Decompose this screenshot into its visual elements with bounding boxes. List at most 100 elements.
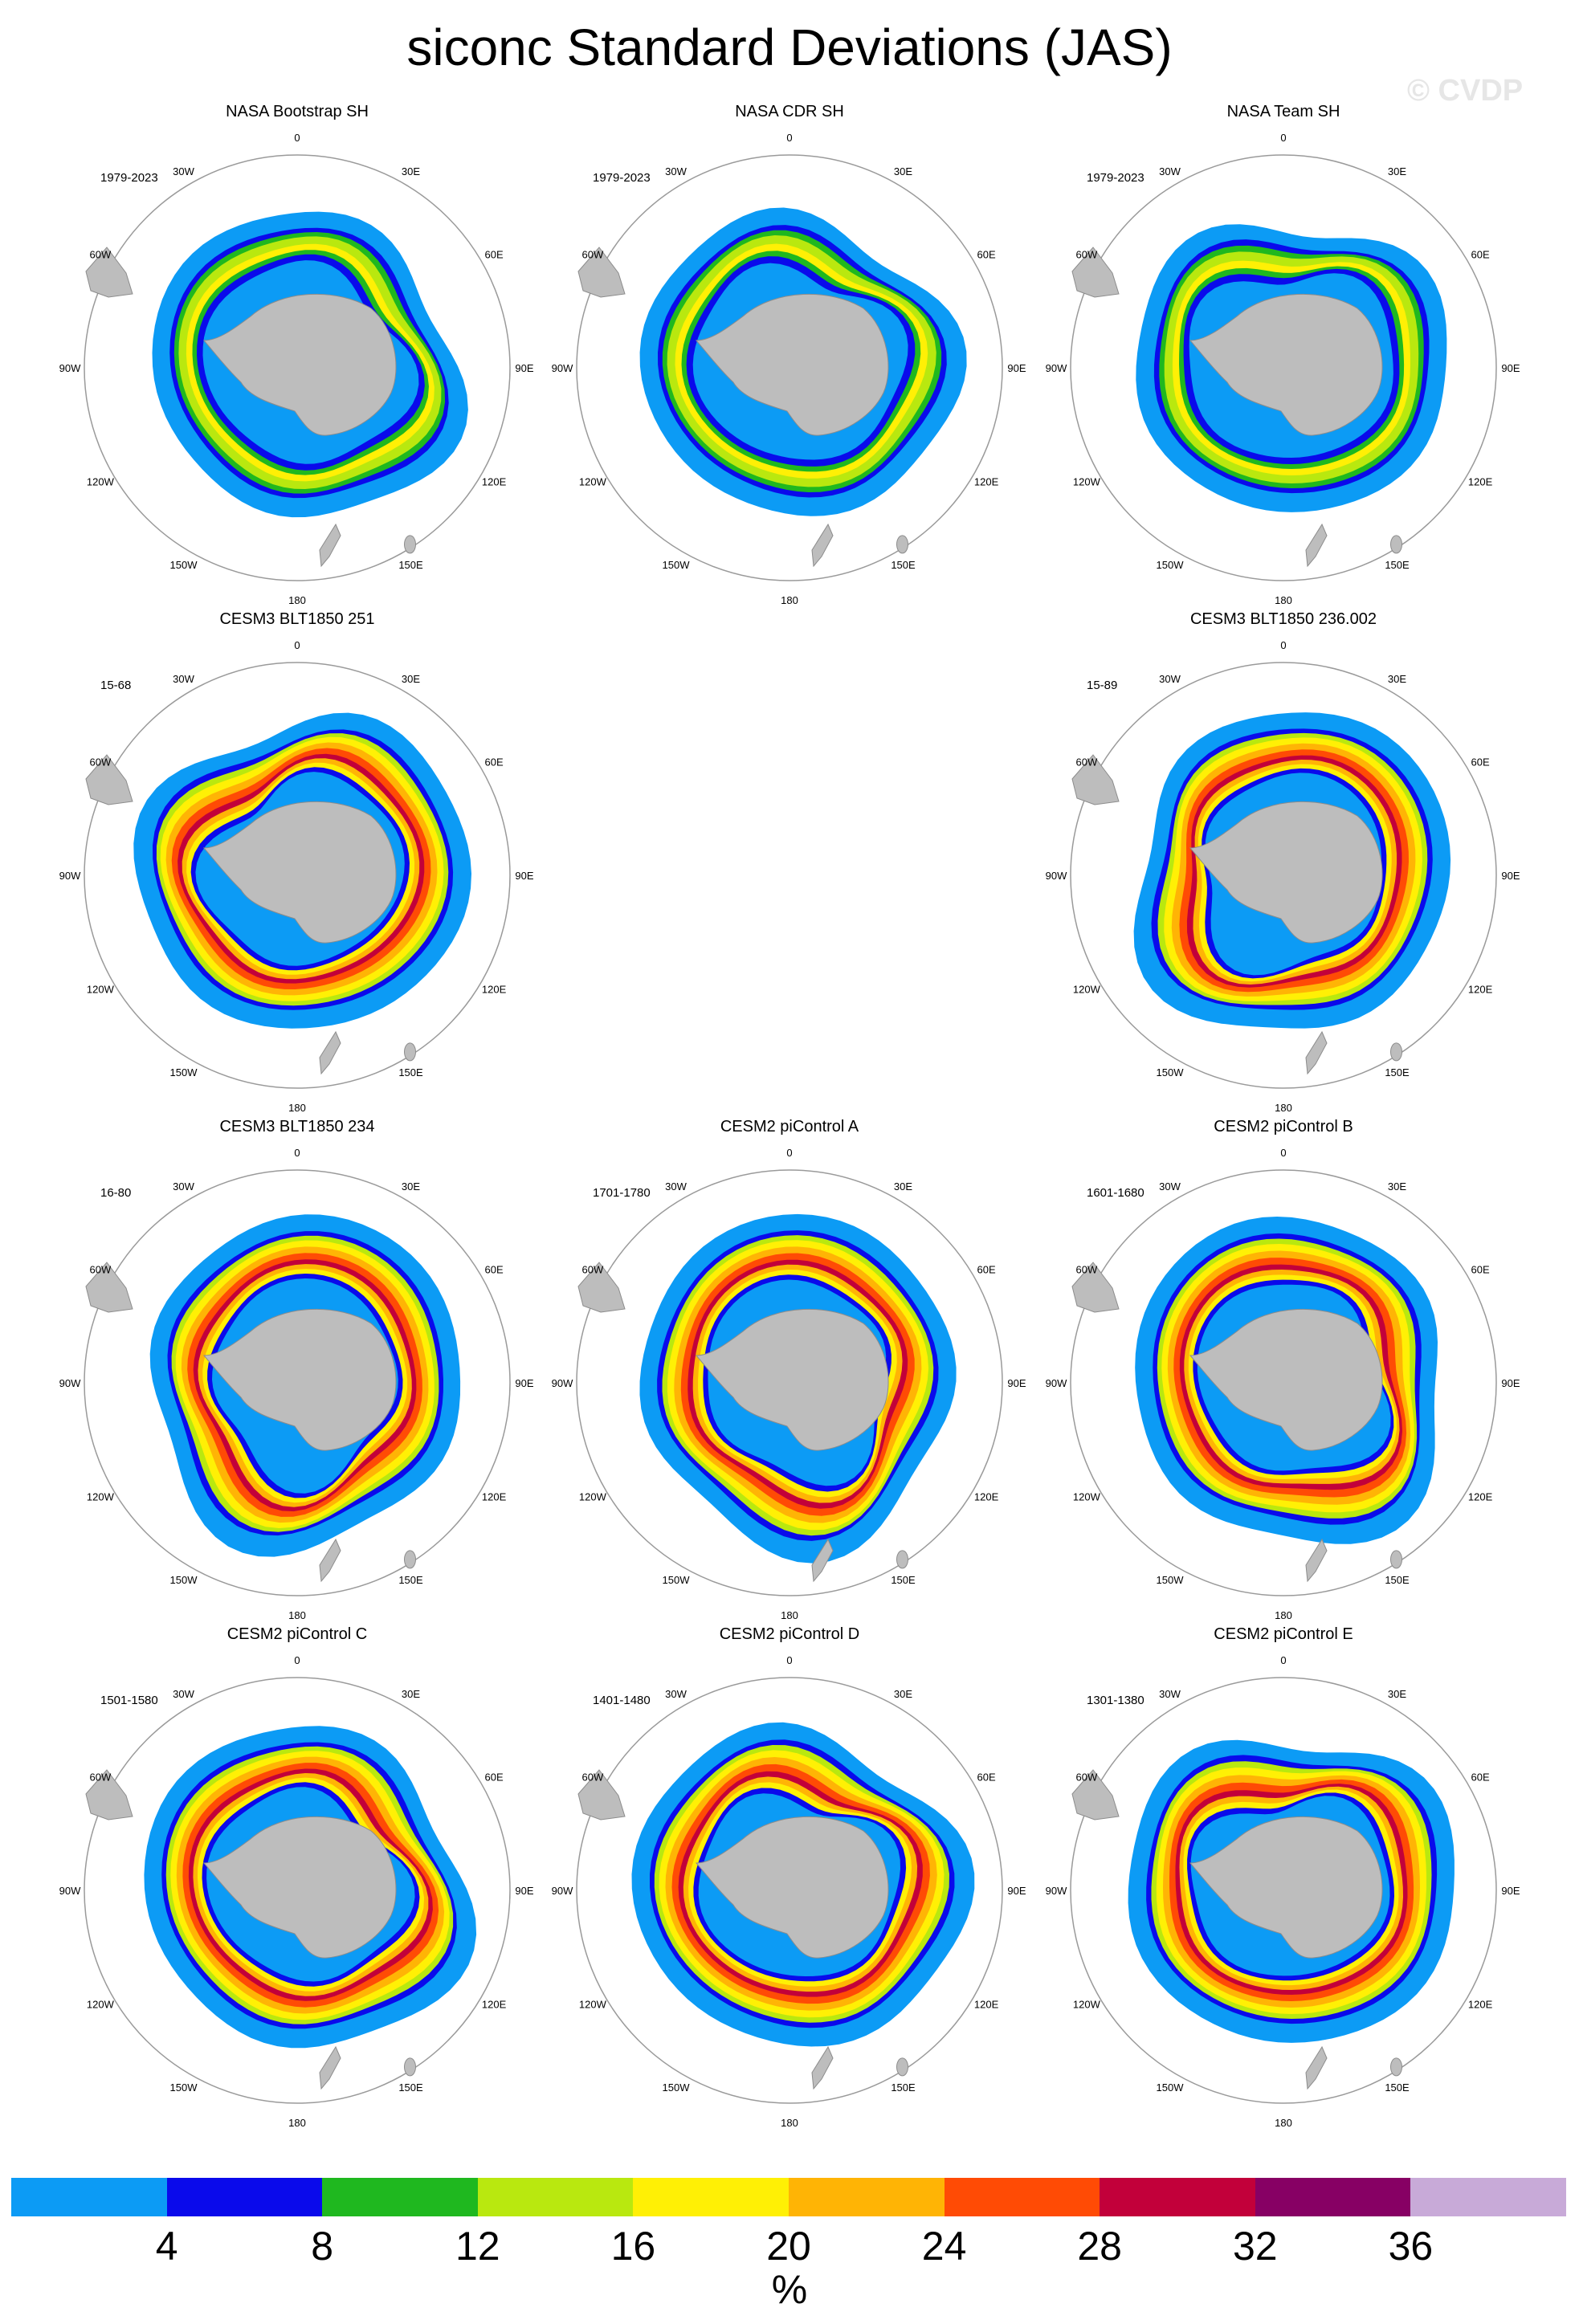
panel-title: CESM2 piControl D xyxy=(720,1625,860,1643)
longitude-label: 30W xyxy=(173,673,194,685)
longitude-label: 120E xyxy=(482,1999,507,2011)
antarctica-landmass xyxy=(1189,801,1383,944)
longitude-label: 180 xyxy=(781,1609,798,1621)
longitude-label: 60W xyxy=(90,249,112,261)
colorbar-tick-label: 16 xyxy=(610,2224,656,2269)
longitude-label: 0 xyxy=(1280,639,1286,651)
panel-title: CESM2 piControl B xyxy=(1214,1118,1353,1135)
longitude-label: 150E xyxy=(398,2081,423,2094)
longitude-label: 150W xyxy=(1157,1066,1185,1078)
new-zealand-landmass xyxy=(811,523,834,568)
longitude-label: 60W xyxy=(582,249,604,261)
longitude-label: 120E xyxy=(1468,476,1493,488)
sea-ice-field xyxy=(133,712,472,1029)
longitude-label: 180 xyxy=(288,1102,306,1114)
south-america-landmass xyxy=(577,1262,626,1313)
longitude-label: 60W xyxy=(1076,249,1098,261)
longitude-label: 180 xyxy=(288,594,306,606)
longitude-label: 60W xyxy=(1076,1264,1098,1276)
sea-ice-field xyxy=(144,1726,477,2049)
panel-title: NASA Team SH xyxy=(1227,103,1340,120)
colorbar-segment xyxy=(1255,2178,1411,2216)
colorbar-tick-label: 24 xyxy=(921,2224,967,2269)
new-zealand-landmass xyxy=(1305,1538,1328,1583)
colorbar-tick-label: 4 xyxy=(155,2224,178,2269)
colorbar-segment xyxy=(477,2178,634,2216)
new-zealand-landmass xyxy=(1305,2045,1328,2090)
longitude-label: 90W xyxy=(1046,362,1067,374)
longitude-label: 90E xyxy=(515,1885,533,1897)
longitude-label: 90W xyxy=(552,1885,573,1897)
tasmania-landmass xyxy=(404,1042,416,1062)
longitude-label: 30E xyxy=(402,673,420,685)
longitude-label: 90W xyxy=(59,1885,81,1897)
south-america-landmass xyxy=(85,247,133,298)
panel-title: NASA Bootstrap SH xyxy=(226,103,369,120)
colorbar-tick-label: 20 xyxy=(766,2224,811,2269)
longitude-label: 150E xyxy=(398,559,423,571)
longitude-label: 60E xyxy=(485,249,504,261)
longitude-label: 30E xyxy=(1388,165,1406,177)
longitude-label: 180 xyxy=(1275,1609,1292,1621)
longitude-label: 90W xyxy=(1046,870,1067,882)
south-america-landmass xyxy=(1071,1262,1120,1313)
colorbar-tick-label: 36 xyxy=(1388,2224,1434,2269)
longitude-label: 120W xyxy=(579,1999,607,2011)
longitude-label: 90E xyxy=(1007,362,1026,374)
longitude-label: 150E xyxy=(398,1066,423,1078)
longitude-label: 120E xyxy=(974,1999,999,2011)
colorbar-tick-label: 32 xyxy=(1232,2224,1278,2269)
tasmania-landmass xyxy=(404,1550,416,1569)
longitude-label: 30E xyxy=(1388,1180,1406,1193)
tasmania-landmass xyxy=(404,535,416,554)
longitude-label: 150E xyxy=(1385,2081,1410,2094)
colorbar-units: % xyxy=(771,2267,808,2312)
longitude-label: 120W xyxy=(87,1491,115,1503)
longitude-label: 60W xyxy=(90,1772,112,1784)
panel-period: 1501-1580 xyxy=(100,1694,158,1707)
longitude-label: 30E xyxy=(402,165,420,177)
antarctica-landmass xyxy=(1189,1308,1383,1451)
south-america-landmass xyxy=(85,1769,133,1820)
longitude-label: 90W xyxy=(59,870,81,882)
longitude-label: 150E xyxy=(1385,1574,1410,1586)
colorbar-tick-label: 8 xyxy=(311,2224,334,2269)
longitude-label: 90E xyxy=(1501,1377,1520,1389)
colorbar-segment xyxy=(789,2178,945,2216)
longitude-label: 30W xyxy=(173,1180,194,1193)
longitude-label: 30E xyxy=(894,1688,912,1700)
longitude-label: 30E xyxy=(894,165,912,177)
new-zealand-landmass xyxy=(1305,1030,1328,1075)
longitude-label: 120E xyxy=(1468,1491,1493,1503)
panel-title: CESM2 piControl C xyxy=(227,1625,368,1643)
longitude-label: 60W xyxy=(1076,756,1098,769)
sea-ice-field xyxy=(1128,1739,1455,2043)
longitude-label: 150W xyxy=(170,2081,198,2094)
longitude-label: 150W xyxy=(170,559,198,571)
longitude-label: 180 xyxy=(1275,1102,1292,1114)
longitude-label: 150W xyxy=(663,559,691,571)
colorbar-segment xyxy=(1410,2178,1567,2216)
longitude-label: 120E xyxy=(482,984,507,996)
sea-ice-field xyxy=(1136,224,1447,512)
longitude-label: 180 xyxy=(1275,594,1292,606)
colorbar-tick-label: 28 xyxy=(1077,2224,1122,2269)
longitude-label: 90E xyxy=(1501,1885,1520,1897)
longitude-label: 60W xyxy=(582,1264,604,1276)
longitude-label: 60E xyxy=(485,756,504,769)
longitude-label: 60E xyxy=(1471,1772,1490,1784)
longitude-label: 150W xyxy=(1157,2081,1185,2094)
longitude-label: 120E xyxy=(1468,984,1493,996)
longitude-label: 120W xyxy=(1073,984,1101,996)
panel-period: 1979-2023 xyxy=(593,171,651,185)
longitude-label: 30W xyxy=(665,1180,687,1193)
longitude-label: 150W xyxy=(1157,1574,1185,1586)
longitude-label: 90E xyxy=(515,870,533,882)
longitude-label: 150E xyxy=(891,1574,916,1586)
colorbar-segment xyxy=(166,2178,323,2216)
antarctica-landmass xyxy=(1189,293,1383,436)
sea-ice-field xyxy=(1135,1217,1438,1544)
south-america-landmass xyxy=(577,247,626,298)
longitude-label: 30W xyxy=(1159,673,1181,685)
longitude-label: 30W xyxy=(173,1688,194,1700)
